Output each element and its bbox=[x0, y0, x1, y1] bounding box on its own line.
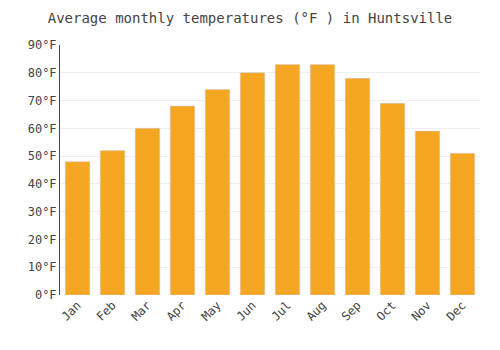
svg-text:60°F: 60°F bbox=[28, 122, 57, 136]
svg-text:80°F: 80°F bbox=[28, 66, 57, 80]
svg-text:Aug: Aug bbox=[304, 298, 329, 323]
svg-text:40°F: 40°F bbox=[28, 177, 57, 191]
svg-text:Mar: Mar bbox=[129, 298, 154, 323]
svg-text:Jul: Jul bbox=[269, 298, 294, 323]
svg-text:Average monthly temperatures (: Average monthly temperatures (°F ) in Hu… bbox=[48, 10, 453, 26]
svg-text:Dec: Dec bbox=[444, 298, 469, 323]
svg-text:90°F: 90°F bbox=[28, 38, 57, 52]
svg-text:70°F: 70°F bbox=[28, 94, 57, 108]
svg-text:Oct: Oct bbox=[374, 298, 399, 323]
svg-text:Jun: Jun bbox=[234, 298, 259, 323]
svg-text:10°F: 10°F bbox=[28, 260, 57, 274]
svg-text:50°F: 50°F bbox=[28, 149, 57, 163]
svg-text:20°F: 20°F bbox=[28, 233, 57, 247]
svg-text:Sep: Sep bbox=[339, 298, 364, 323]
svg-text:Nov: Nov bbox=[409, 298, 434, 323]
svg-text:Apr: Apr bbox=[164, 298, 189, 323]
svg-text:30°F: 30°F bbox=[28, 205, 57, 219]
svg-text:May: May bbox=[199, 298, 224, 323]
svg-text:Jan: Jan bbox=[59, 298, 84, 323]
svg-text:0°F: 0°F bbox=[35, 288, 57, 302]
svg-text:Feb: Feb bbox=[94, 298, 119, 323]
